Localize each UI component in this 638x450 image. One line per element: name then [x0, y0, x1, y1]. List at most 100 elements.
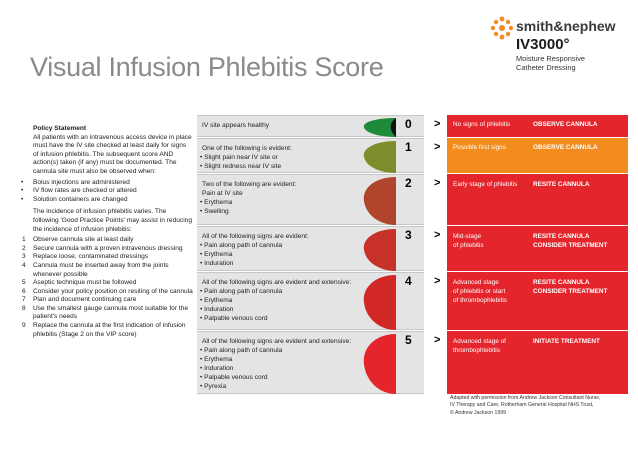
signs-cell: One of the following is evident: • Slight… [197, 138, 440, 173]
score-value: 3 [405, 228, 412, 242]
score-row-1: One of the following is evident: • Slight… [197, 138, 628, 174]
signs-cell: Two of the following are evident: Pain at… [197, 174, 440, 225]
sign-item: • Slight redness near IV site [200, 163, 282, 170]
arm-blob-icon [363, 177, 396, 225]
sign-item: • Erythema [200, 297, 233, 304]
score-row-4: All of the following signs are evident a… [197, 272, 628, 331]
policy-bullets: Bolus injections are administered IV flo… [18, 179, 193, 205]
sign-item: • Palpable venous cord [200, 374, 268, 381]
action-text: RESITE CANNULA CONSIDER TREATMENT [533, 279, 608, 295]
arm-blob-icon [363, 229, 396, 271]
credit-note: Adapted with permission from Andrew Jack… [450, 395, 625, 417]
arrow-icon: > [434, 141, 441, 153]
policy-paragraph: The incidence of infusion phlebitis vari… [33, 208, 193, 233]
arm-blob-icon [363, 118, 396, 137]
signs-lead-secondary: Pain at IV site [202, 190, 243, 197]
score-row-5: All of the following signs are evident a… [197, 331, 628, 395]
sign-item: • Palpable venous cord [200, 315, 268, 322]
sign-item: • Erythema [200, 251, 233, 258]
signs-lead: All of the following signs are evident a… [202, 279, 352, 286]
brand-name: smith&nephew [516, 18, 616, 34]
score-value: 0 [405, 117, 412, 131]
observation-cell: No signs of phlebitis OBSERVE CANNULA [447, 115, 628, 137]
list-item: 4 Cannula must be inserted away from the … [22, 261, 169, 278]
arrow-icon: > [434, 177, 441, 189]
sign-item: • Pyrexia [200, 383, 227, 390]
list-item: IV flow rates are checked or altered [18, 187, 193, 196]
score-row-0: IV site appears healthy 0 > No signs of phl… [197, 115, 628, 138]
score-row-2: Two of the following are evident: Pain at… [197, 174, 628, 226]
phlebitis-score-table: IV site appears healthy 0 > No signs of phl… [197, 115, 628, 395]
signs-lead: IV site appears healthy [202, 122, 270, 129]
observation-text: Advanced stage of phlebitis or start of th… [453, 279, 507, 304]
policy-intro: All patients with an intravenous access … [33, 133, 192, 175]
arrow-icon: > [434, 229, 441, 241]
observation-cell: Mid-stage of phlebitis RESITE CANNULA CONSI… [447, 226, 628, 271]
policy-column: Policy Statement All patients with an in… [18, 125, 193, 339]
list-item: 9 Replace the cannula at the first indica… [22, 322, 186, 338]
product-subtitle: Moisture Responsive Catheter Dressing [516, 54, 585, 72]
list-item: 5 Aseptic technique must be followed [22, 279, 137, 287]
observation-text: Early stage of phlebitis [453, 181, 518, 188]
arm-blob-icon [363, 141, 396, 173]
action-text: INITIATE TREATMENT [533, 338, 600, 345]
arrow-icon: > [434, 275, 441, 287]
sign-item: • Slight pain near IV site or [200, 154, 278, 161]
list-item: 2 Secure cannula with a proven intravenou… [22, 244, 183, 252]
action-text: OBSERVE CANNULA [533, 121, 598, 128]
signs-lead: Two of the following are evident: [202, 181, 297, 188]
signs-cell: All of the following signs are evident a… [197, 331, 440, 394]
signs-lead: All of the following signs are evident a… [202, 338, 352, 345]
page-title: Visual Infusion Phlebitis Score [30, 52, 384, 82]
list-item: 6 Consider your policy position on resiti… [22, 287, 193, 295]
observation-text: Advanced stage of thrombophlebitis [453, 338, 506, 354]
product-subtitle-line: Moisture Responsive [516, 54, 586, 63]
sign-item: • Pain along path of cannula [200, 288, 283, 295]
list-item: 3 Replace loose, contaminated dressings [22, 253, 149, 261]
policy-heading: Policy Statement [33, 125, 87, 132]
good-practice-points: 1 Observe cannula site at least daily 2 Se… [18, 236, 193, 339]
credit-line: Adapted with permission from Andrew Jack… [450, 395, 601, 401]
sign-item: • Induration [200, 365, 234, 372]
sign-item: • Swelling [200, 208, 229, 215]
signs-cell: All of the following signs are evident a… [197, 272, 440, 330]
action-text: OBSERVE CANNULA [533, 144, 598, 151]
arm-blob-icon [363, 334, 396, 394]
signs-cell: IV site appears healthy 0 > [197, 115, 440, 137]
sign-item: • Pain along path of cannula [200, 347, 283, 354]
sign-item: • Pain along path of cannula [200, 242, 283, 249]
sign-item: • Erythema [200, 199, 233, 206]
observation-cell: Advanced stage of thrombophlebitis INITIAT… [447, 331, 628, 394]
observation-cell: Early stage of phlebitis RESITE CANNULA [447, 174, 628, 225]
sign-item: • Induration [200, 306, 234, 313]
observation-text: Possible first signs [453, 144, 506, 151]
action-text: RESITE CANNULA [533, 181, 590, 188]
observation-text: No signs of phlebitis [453, 121, 511, 128]
score-row-3: All of the following signs are evident: •… [197, 226, 628, 272]
brand-block: smith&nephew IV3000° Moisture Responsive… [478, 14, 633, 76]
arm-blob-icon [363, 275, 396, 330]
observation-text: Mid-stage of phlebitis [453, 233, 484, 249]
observation-cell: Possible first signs OBSERVE CANNULA [447, 138, 628, 173]
product-subtitle-line: Catheter Dressing [516, 63, 576, 72]
sign-item: • Induration [200, 260, 234, 267]
credit-line: © Andrew Jackson 1999 [450, 409, 507, 416]
list-item: Solution containers are changed [18, 196, 193, 205]
sign-item: • Erythema [200, 356, 233, 363]
smith-nephew-logo-icon [490, 16, 514, 40]
signs-lead: All of the following signs are evident: [202, 233, 309, 240]
list-item: 8 Use the smallest gauge cannula most sui… [22, 304, 189, 321]
score-value: 5 [405, 333, 412, 347]
arrow-icon: > [434, 118, 441, 130]
list-item: 7 Plan and document continuing care [22, 296, 137, 304]
credit-line: IV Therapy and Care, Rotherham General H… [450, 402, 594, 409]
score-value: 4 [405, 274, 412, 288]
list-item: Bolus injections are administered [18, 179, 193, 188]
signs-cell: All of the following signs are evident: •… [197, 226, 440, 271]
score-value: 1 [405, 140, 412, 154]
observation-cell: Advanced stage of phlebitis or start of th… [447, 272, 628, 330]
arrow-icon: > [434, 334, 441, 346]
signs-lead: One of the following is evident: [202, 145, 292, 152]
list-item: 1 Observe cannula site at least daily [22, 236, 134, 244]
product-name: IV3000° [516, 36, 570, 53]
